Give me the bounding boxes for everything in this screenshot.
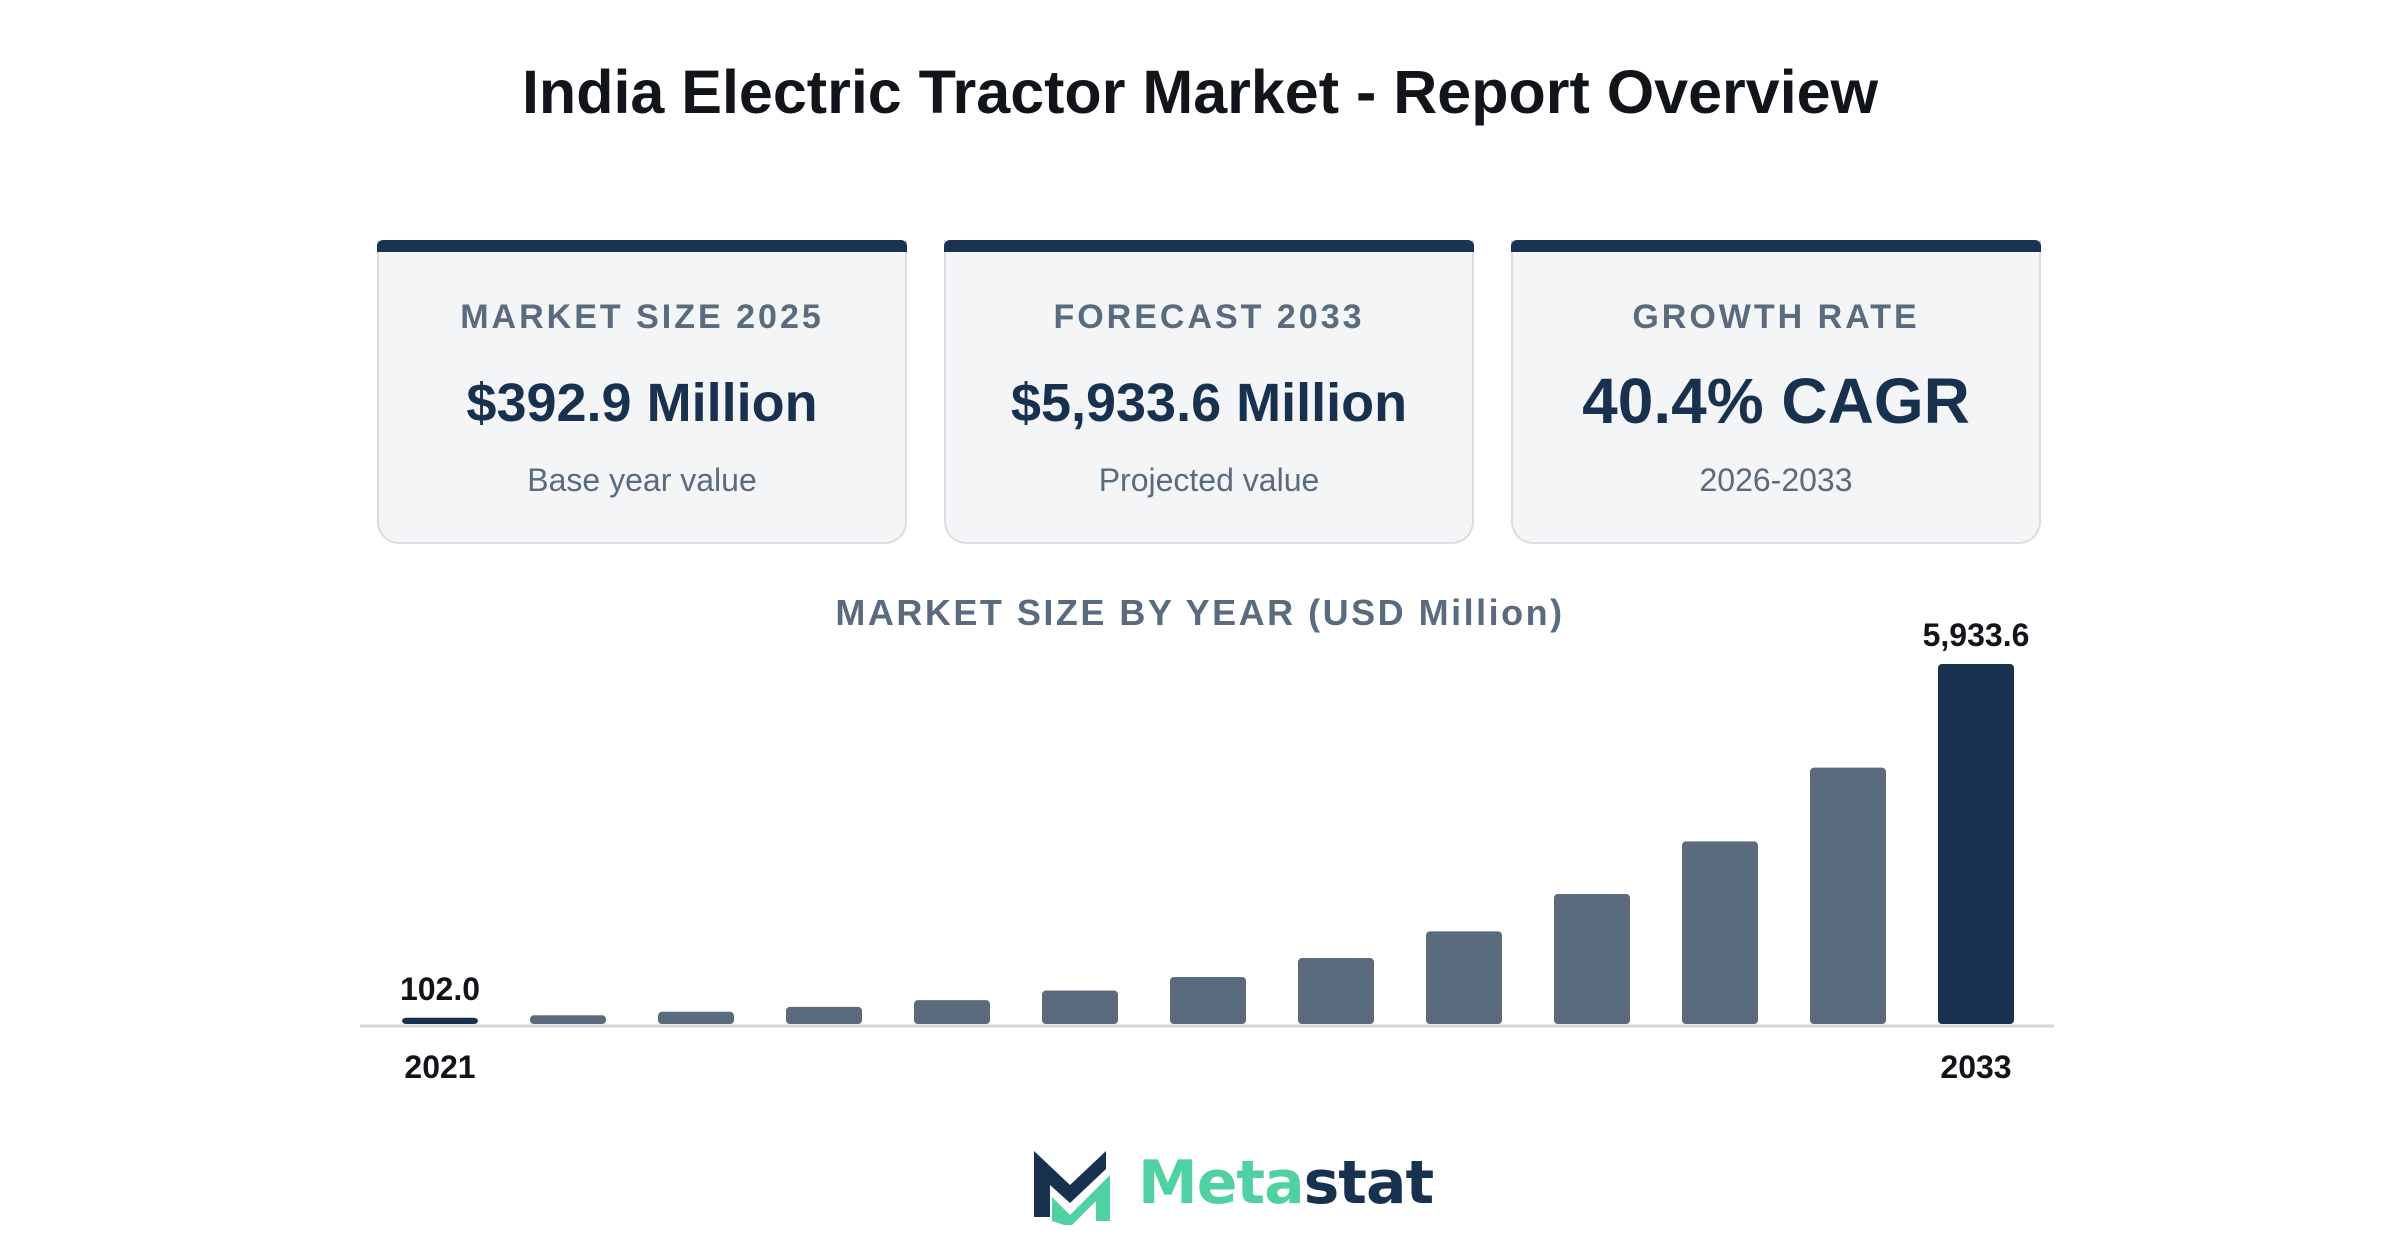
bar-2023 <box>658 1011 734 1024</box>
card-accent-bar <box>1511 240 2041 252</box>
metastat-logo-icon <box>1034 1151 1110 1225</box>
bar-2031 <box>1682 841 1758 1024</box>
bar-2024 <box>786 1006 862 1024</box>
card-label: MARKET SIZE 2025 <box>460 298 824 336</box>
chart-title: MARKET SIZE BY YEAR (USD Million) <box>835 592 1565 633</box>
card-subtitle: 2026-2033 <box>1699 462 1853 498</box>
page-title: India Electric Tractor Market - Report O… <box>521 58 1879 126</box>
bar-2030 <box>1554 893 1630 1024</box>
logo-text-part: stat <box>1303 1148 1435 1218</box>
bar-2033 <box>1938 664 2014 1024</box>
bar-2025 <box>914 1000 990 1024</box>
card-accent-bar <box>944 240 1474 252</box>
bar-2022 <box>530 1015 606 1024</box>
bar-2028 <box>1298 958 1374 1024</box>
data-label-2033: 5,933.6 <box>1923 617 2030 653</box>
metastat-logo-text: Metastat <box>1138 1148 1435 1218</box>
card-subtitle: Projected value <box>1098 462 1320 498</box>
card-subtitle: Base year value <box>527 462 757 498</box>
data-label-2021: 102.0 <box>400 971 480 1007</box>
forecast-card: FORECAST 2033 $5,933.6 Million Projected… <box>944 240 1474 544</box>
market-size-card: MARKET SIZE 2025 $392.9 Million Base yea… <box>377 240 907 544</box>
card-accent-bar <box>377 240 907 252</box>
bar-2032 <box>1810 767 1886 1024</box>
bar-2026 <box>1042 990 1118 1024</box>
logo-text-part: Meta <box>1138 1148 1305 1218</box>
card-value: 40.4% CAGR <box>1582 365 1970 437</box>
x-tick-label-2033: 2033 <box>1940 1049 2011 1085</box>
card-value: $5,933.6 Million <box>1010 373 1408 433</box>
card-value: $392.9 Million <box>466 373 818 433</box>
bar-2027 <box>1170 977 1246 1024</box>
x-tick-label-2021: 2021 <box>404 1049 475 1085</box>
bar-2029 <box>1426 931 1502 1024</box>
bar-2021 <box>402 1017 478 1024</box>
card-label: GROWTH RATE <box>1632 298 1920 336</box>
growth-rate-card: GROWTH RATE 40.4% CAGR 2026-2033 <box>1511 240 2041 544</box>
card-label: FORECAST 2033 <box>1053 298 1365 336</box>
